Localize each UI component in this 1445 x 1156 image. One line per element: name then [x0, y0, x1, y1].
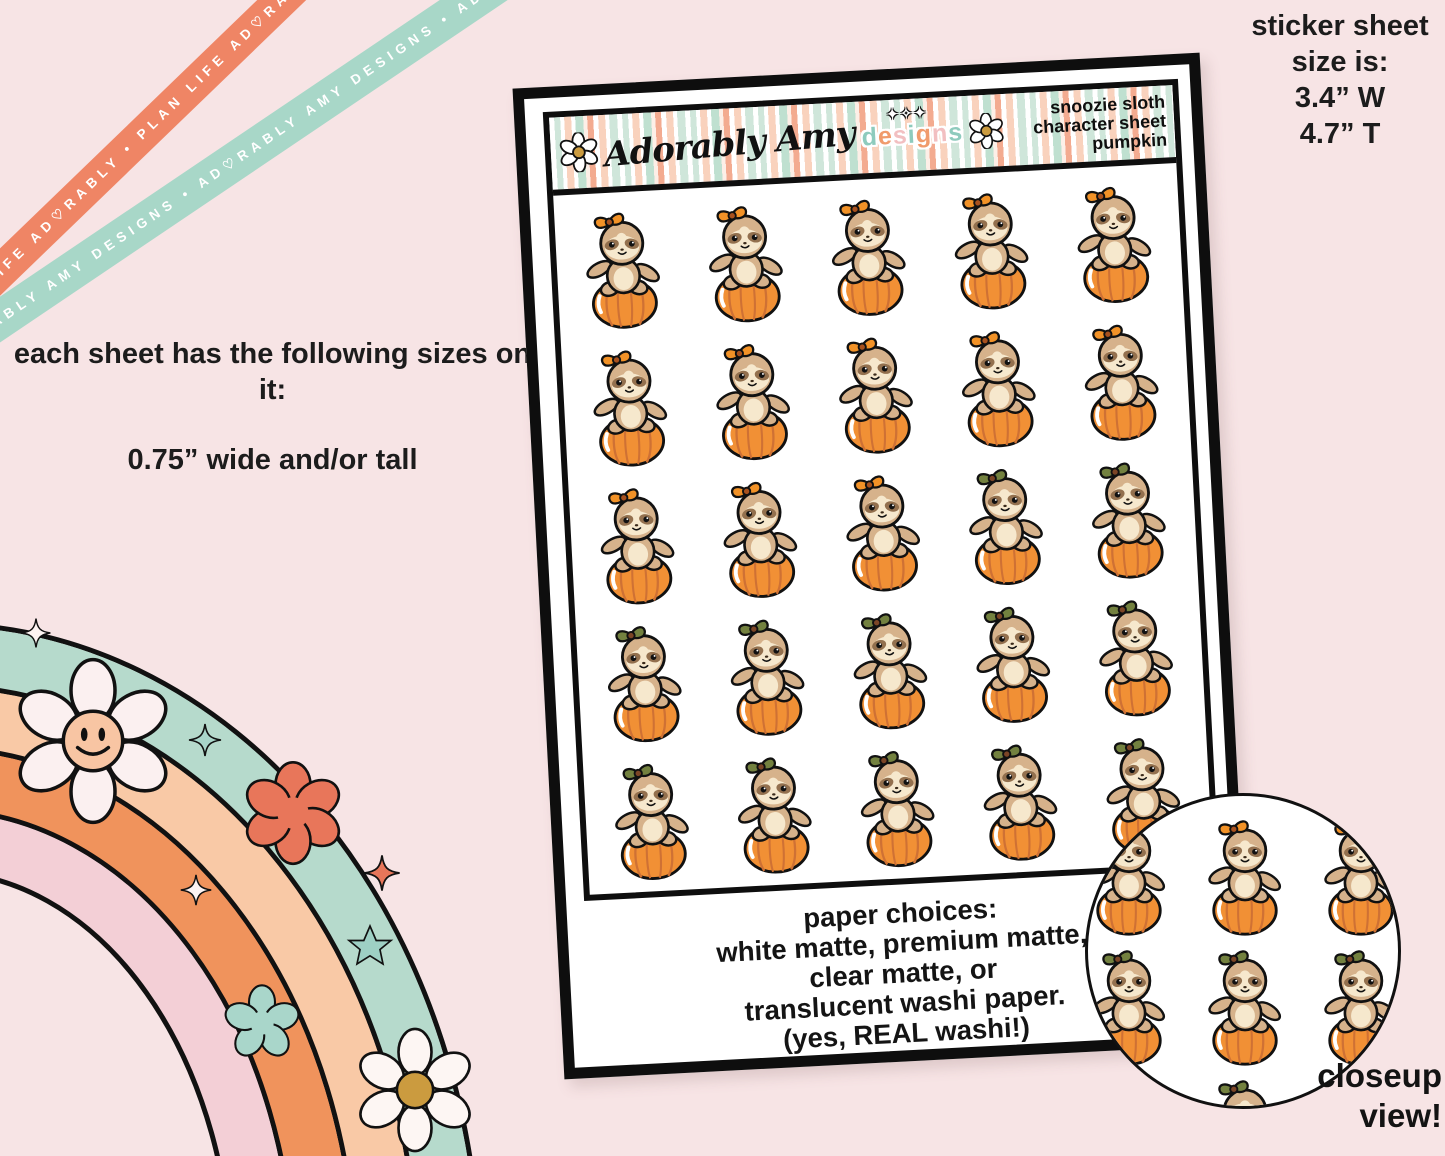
closeup-label: closeup view!: [1230, 1056, 1442, 1136]
ribbon-plan-life-adorably: PLAN LIFE AD♡RABLY • PLAN LIFE AD♡RABLY …: [0, 0, 513, 343]
smiley-daisy-icon: [18, 657, 168, 825]
sheet-sizes-note: each sheet has the following sizes on it…: [0, 336, 545, 478]
sizes-note-line1: each sheet has the following sizes on it…: [13, 338, 532, 406]
sloth-pumpkin-sticker: [955, 458, 1057, 589]
size-note-line: sticker sheet: [1251, 10, 1429, 42]
designs-letter: n: [931, 118, 949, 148]
sticker-grid: [553, 163, 1213, 895]
brand-logo: Adorably Amy ✦✧✦ designs: [557, 98, 1005, 185]
sticker-sheet: Adorably Amy ✦✧✦ designs snoozie sloth ch…: [542, 78, 1220, 902]
sloth-pumpkin-sticker: [969, 734, 1071, 865]
sloth-pumpkin-sticker: [694, 195, 796, 326]
designs-letter: s: [947, 117, 964, 147]
sloth-pumpkin-sticker: [825, 327, 927, 458]
sparkle-icons: [21, 618, 400, 966]
sloth-pumpkin-sticker: [1312, 942, 1401, 1067]
size-note-line: size is:: [1291, 46, 1389, 78]
sparkle-icon: ✦✧✦: [886, 103, 929, 122]
sloth-pumpkin-sticker: [571, 202, 673, 333]
sloth-pumpkin-sticker: [948, 320, 1050, 451]
sticker-sheet-size-note: sticker sheet size is: 3.4” W 4.7” T: [1240, 8, 1440, 152]
size-note-line: 4.7” T: [1299, 118, 1381, 150]
sheet-title: snoozie sloth character sheet pumpkin: [1032, 92, 1168, 157]
sloth-pumpkin-sticker: [586, 477, 688, 608]
brand-script-text: Adorably Amy: [602, 113, 857, 176]
sloth-pumpkin-sticker: [1063, 176, 1165, 307]
sloth-pumpkin-sticker: [1196, 812, 1294, 937]
sloth-pumpkin-sticker: [839, 602, 941, 733]
designs-wordmark: ✦✧✦ designs: [861, 103, 964, 152]
sloth-pumpkin-sticker: [1085, 942, 1178, 1067]
sloth-pumpkin-sticker: [702, 333, 804, 464]
sloth-pumpkin-sticker: [593, 615, 695, 746]
sloth-pumpkin-sticker: [600, 753, 702, 884]
size-note-line: 3.4” W: [1294, 82, 1386, 114]
sloth-pumpkin-sticker: [1085, 589, 1187, 720]
sloth-pumpkin-sticker: [832, 464, 934, 595]
sloth-pumpkin-sticker: [716, 609, 818, 740]
sloth-pumpkin-sticker: [1085, 812, 1178, 937]
coral-flower-icon: [245, 760, 341, 866]
sloth-pumpkin-sticker: [723, 747, 825, 878]
sloth-pumpkin-sticker: [846, 740, 948, 871]
sloth-pumpkin-sticker: [709, 471, 811, 602]
closeup-label-line: closeup: [1317, 1057, 1442, 1094]
daisy-icon: [359, 1027, 471, 1153]
daisy-icon: [967, 112, 1005, 150]
sloth-pumpkin-sticker: [1071, 314, 1173, 445]
sloth-pumpkin-sticker: [1196, 942, 1294, 1067]
sloth-pumpkin-sticker: [817, 189, 919, 320]
rainbow-decoration: [0, 618, 472, 1156]
sloth-pumpkin-sticker: [1085, 1072, 1178, 1109]
closeup-label-line: view!: [1359, 1097, 1442, 1134]
sloth-pumpkin-sticker: [1312, 812, 1401, 937]
closeup-circle: [1085, 793, 1401, 1109]
sloth-pumpkin-sticker: [579, 340, 681, 471]
designs-letter: g: [914, 119, 933, 149]
sloth-pumpkin-sticker: [940, 182, 1042, 313]
sloth-pumpkin-sticker: [962, 596, 1064, 727]
sloth-pumpkin-sticker: [1078, 452, 1180, 583]
teal-flower-icon: [224, 984, 300, 1057]
daisy-icon: [558, 131, 600, 173]
sizes-note-line2: 0.75” wide and/or tall: [127, 444, 418, 476]
